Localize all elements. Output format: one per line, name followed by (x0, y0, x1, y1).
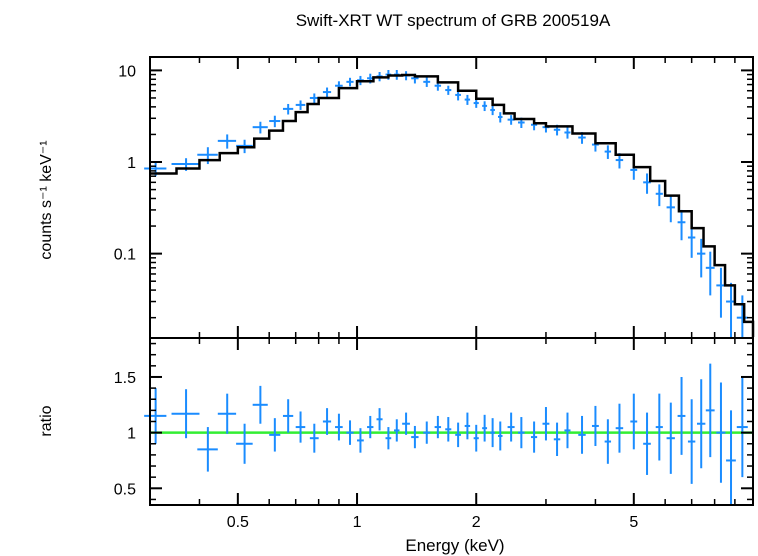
ratio-data-point (335, 413, 343, 441)
spectrum-data-point (346, 77, 354, 87)
chart-title: Swift-XRT WT spectrum of GRB 200519A (296, 11, 611, 30)
ratio-data-point (411, 425, 419, 449)
ratio-data-point (530, 421, 538, 453)
spectrum-data-point (269, 115, 281, 128)
spectrum-data-point (482, 101, 488, 112)
ratio-data-point (322, 408, 332, 435)
ratio-data-point (402, 412, 410, 435)
ratio-data-point (309, 423, 319, 453)
x-tick-label: 0.5 (227, 514, 249, 531)
ratio-data-point (604, 419, 612, 464)
ratio-ticks: 0.5 1 2 5 0.5 1 1.5 (114, 338, 754, 531)
ratio-data-point (666, 402, 675, 474)
ratio-data-point (643, 412, 651, 475)
ratio-data-point (385, 427, 392, 450)
ratio-data-point (455, 422, 461, 448)
spectrum-y-tick-label: 10 (118, 63, 136, 80)
ratio-data-point (434, 415, 442, 439)
spectrum-data-point (687, 224, 696, 258)
x-tick-label: 2 (472, 514, 481, 531)
spectrum-data-point (498, 112, 503, 123)
spectrum-data-point (705, 251, 715, 296)
ratio-y-tick-label: 1 (127, 426, 136, 443)
spectrum-data-point (309, 93, 319, 104)
ratio-data-point (564, 412, 571, 449)
ratio-data-point (197, 427, 218, 472)
ratio-data-point (630, 393, 638, 450)
ratio-data-point (367, 415, 374, 439)
ratio-data-point (464, 412, 471, 440)
ratio-data-point (542, 407, 550, 441)
ratio-data-point (553, 422, 561, 457)
spectrum-plot-area (144, 69, 755, 337)
spectrum-data-point (604, 145, 612, 159)
ratio-data-point (376, 408, 383, 431)
ratio-data-point (252, 385, 268, 424)
ratio-data-point (346, 420, 354, 445)
ratio-data-point (687, 399, 696, 484)
ratio-y-tick-label: 0.5 (114, 481, 136, 498)
spectrum-y-tick-label: 1 (127, 155, 136, 172)
spectrum-data-point (490, 105, 495, 116)
spectrum-data-point (252, 121, 268, 134)
spectrum-model-line (150, 73, 755, 337)
ratio-data-point (482, 414, 488, 442)
ratio-data-point (357, 428, 364, 453)
spectrum-data-point (473, 98, 479, 108)
ratio-data-point (507, 412, 515, 442)
spectrum-data-point (696, 238, 706, 278)
ratio-data-point (445, 417, 452, 442)
x-tick-label: 5 (629, 514, 638, 531)
ratio-data-point (696, 379, 706, 469)
ratio-data-point (677, 376, 686, 455)
spectrum-data-point (322, 87, 332, 98)
ratio-data-point (615, 403, 624, 453)
ratio-data-point (394, 419, 400, 442)
ratio-data-point (217, 393, 237, 434)
ratio-data-point (498, 421, 503, 451)
ratio-data-point (591, 405, 599, 446)
ratio-axes-frame (149, 337, 754, 506)
spectrum-data-point (564, 127, 571, 139)
ratio-data-point (295, 411, 306, 443)
spectrum-data-point (423, 77, 431, 87)
spectrum-data-point (666, 196, 675, 223)
ratio-y-axis-label: ratio (38, 405, 55, 436)
ratio-data-point (490, 418, 495, 448)
spectrum-data-point (677, 209, 686, 241)
ratio-data-point (716, 382, 726, 483)
ratio-data-point (518, 417, 525, 449)
ratio-y-tick-label: 1.5 (114, 370, 136, 387)
ratio-data-point (171, 389, 200, 439)
spectrum-panel: 10 1 0.1 counts s⁻¹ keV⁻¹ (38, 56, 755, 339)
spectrum-data-point (295, 100, 306, 110)
spectrum-data-point (282, 103, 294, 115)
ratio-data-point (655, 393, 663, 461)
x-tick-label: 1 (353, 514, 362, 531)
ratio-data-point (236, 423, 253, 464)
spectrum-ticks: 10 1 0.1 (114, 57, 754, 338)
spectrum-data-point (445, 85, 452, 95)
ratio-data-point (144, 388, 167, 444)
ratio-data-point (705, 363, 715, 458)
spectrum-data-point (217, 134, 237, 149)
spectrum-data-point (655, 184, 663, 207)
ratio-data-point (736, 376, 748, 478)
spectrum-data-point (643, 173, 651, 194)
ratio-data-point (282, 399, 294, 433)
spectrum-data-point (736, 295, 748, 337)
ratio-data-point (269, 418, 281, 452)
ratio-data-point (726, 410, 736, 504)
spectrum-axes-frame (149, 56, 754, 339)
ratio-plot-area (144, 363, 753, 504)
spectrum-y-axis-label: counts s⁻¹ keV⁻¹ (38, 140, 55, 259)
spectrum-data-point (464, 94, 471, 105)
ratio-data-point (578, 415, 586, 454)
ratio-data-point (423, 421, 431, 444)
x-axis-label: Energy (keV) (405, 536, 504, 555)
spectrum-y-tick-label: 0.1 (114, 247, 136, 264)
ratio-panel: 0.5 1 2 5 0.5 1 1.5 ratio Energy (keV) (38, 337, 754, 555)
ratio-data-point (473, 424, 479, 452)
